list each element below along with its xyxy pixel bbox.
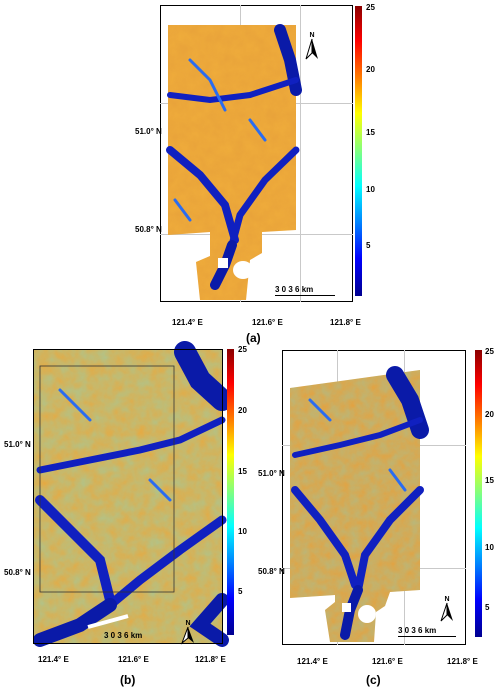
north-letter: N (185, 620, 191, 627)
north-arrow: N (305, 32, 318, 61)
panel-b-road (87, 614, 129, 629)
lon-label-121-6: 121.6° E (118, 655, 149, 664)
colorbar-tick: 10 (485, 543, 494, 552)
scale-bar-label: 3 0 3 6 km (275, 285, 314, 294)
north-arrow: N (440, 596, 453, 623)
colorbar-tick: 20 (238, 406, 247, 415)
lat-label-51: 51.0° N (4, 440, 31, 449)
lon-label-121-8: 121.8° E (447, 657, 478, 666)
panel-c-label: (c) (366, 673, 381, 687)
grid-line (300, 5, 301, 302)
panel-b-valleys (33, 341, 233, 647)
colorbar-tick: 20 (485, 410, 494, 419)
north-arrow: N (180, 620, 194, 645)
colorbar-tick: 15 (485, 476, 494, 485)
scale-bar: 3 0 3 6 km (104, 631, 142, 640)
north-arrow-icon (440, 602, 453, 622)
colorbar-c (475, 350, 482, 637)
colorbar-tick: 20 (366, 65, 375, 74)
scale-bar-label: 3 0 3 6 km (104, 631, 143, 640)
panel-c-gap (342, 603, 351, 612)
lon-label-121-4: 121.4° E (172, 318, 203, 327)
scale-bar-line (398, 636, 456, 637)
north-arrow-icon (305, 38, 318, 60)
scale-bar: 3 0 3 6 km (275, 285, 335, 296)
north-letter: N (309, 32, 315, 39)
colorbar-tick: 10 (366, 185, 375, 194)
lon-label-121-6: 121.6° E (252, 318, 283, 327)
colorbar-tick: 25 (485, 347, 494, 356)
colorbar-tick: 5 (366, 241, 371, 250)
colorbar-tick: 5 (485, 603, 490, 612)
lat-label-51: 51.0° N (258, 469, 285, 478)
panel-c-terrain-texture (290, 370, 420, 642)
lat-label-50-8: 50.8° N (258, 567, 285, 576)
scale-bar-line (275, 295, 335, 296)
north-arrow-icon (180, 626, 194, 645)
lon-label-121-8: 121.8° E (330, 318, 361, 327)
colorbar-tick: 25 (366, 3, 375, 12)
colorbar-b (227, 349, 234, 635)
panel-c-lake (358, 605, 376, 623)
panel-b-inner-frame (39, 365, 175, 593)
panel-b-frame (33, 349, 223, 644)
lat-label-50-8: 50.8° N (4, 568, 31, 577)
colorbar-tick: 10 (238, 527, 247, 536)
north-letter: N (444, 596, 450, 603)
colorbar-tick: 15 (366, 128, 375, 137)
colorbar-tick: 25 (238, 345, 247, 354)
lon-label-121-4: 121.4° E (297, 657, 328, 666)
panel-a-lake (233, 261, 253, 279)
panel-a-label: (a) (246, 331, 261, 345)
lon-label-121-6: 121.6° E (372, 657, 403, 666)
colorbar-a (355, 6, 362, 296)
panel-a-terrain-texture (168, 25, 296, 300)
scale-bar-label: 3 0 3 6 km (398, 626, 437, 635)
colorbar-tick: 5 (238, 587, 243, 596)
lat-label-51: 51.0° N (135, 127, 162, 136)
panel-a-gap (218, 258, 228, 268)
lon-label-121-4: 121.4° E (38, 655, 69, 664)
panel-b-label: (b) (120, 673, 136, 687)
scale-bar: 3 0 3 6 km (398, 626, 456, 637)
lat-label-50-8: 50.8° N (135, 225, 162, 234)
colorbar-tick: 15 (238, 467, 247, 476)
lon-label-121-8: 121.8° E (195, 655, 226, 664)
